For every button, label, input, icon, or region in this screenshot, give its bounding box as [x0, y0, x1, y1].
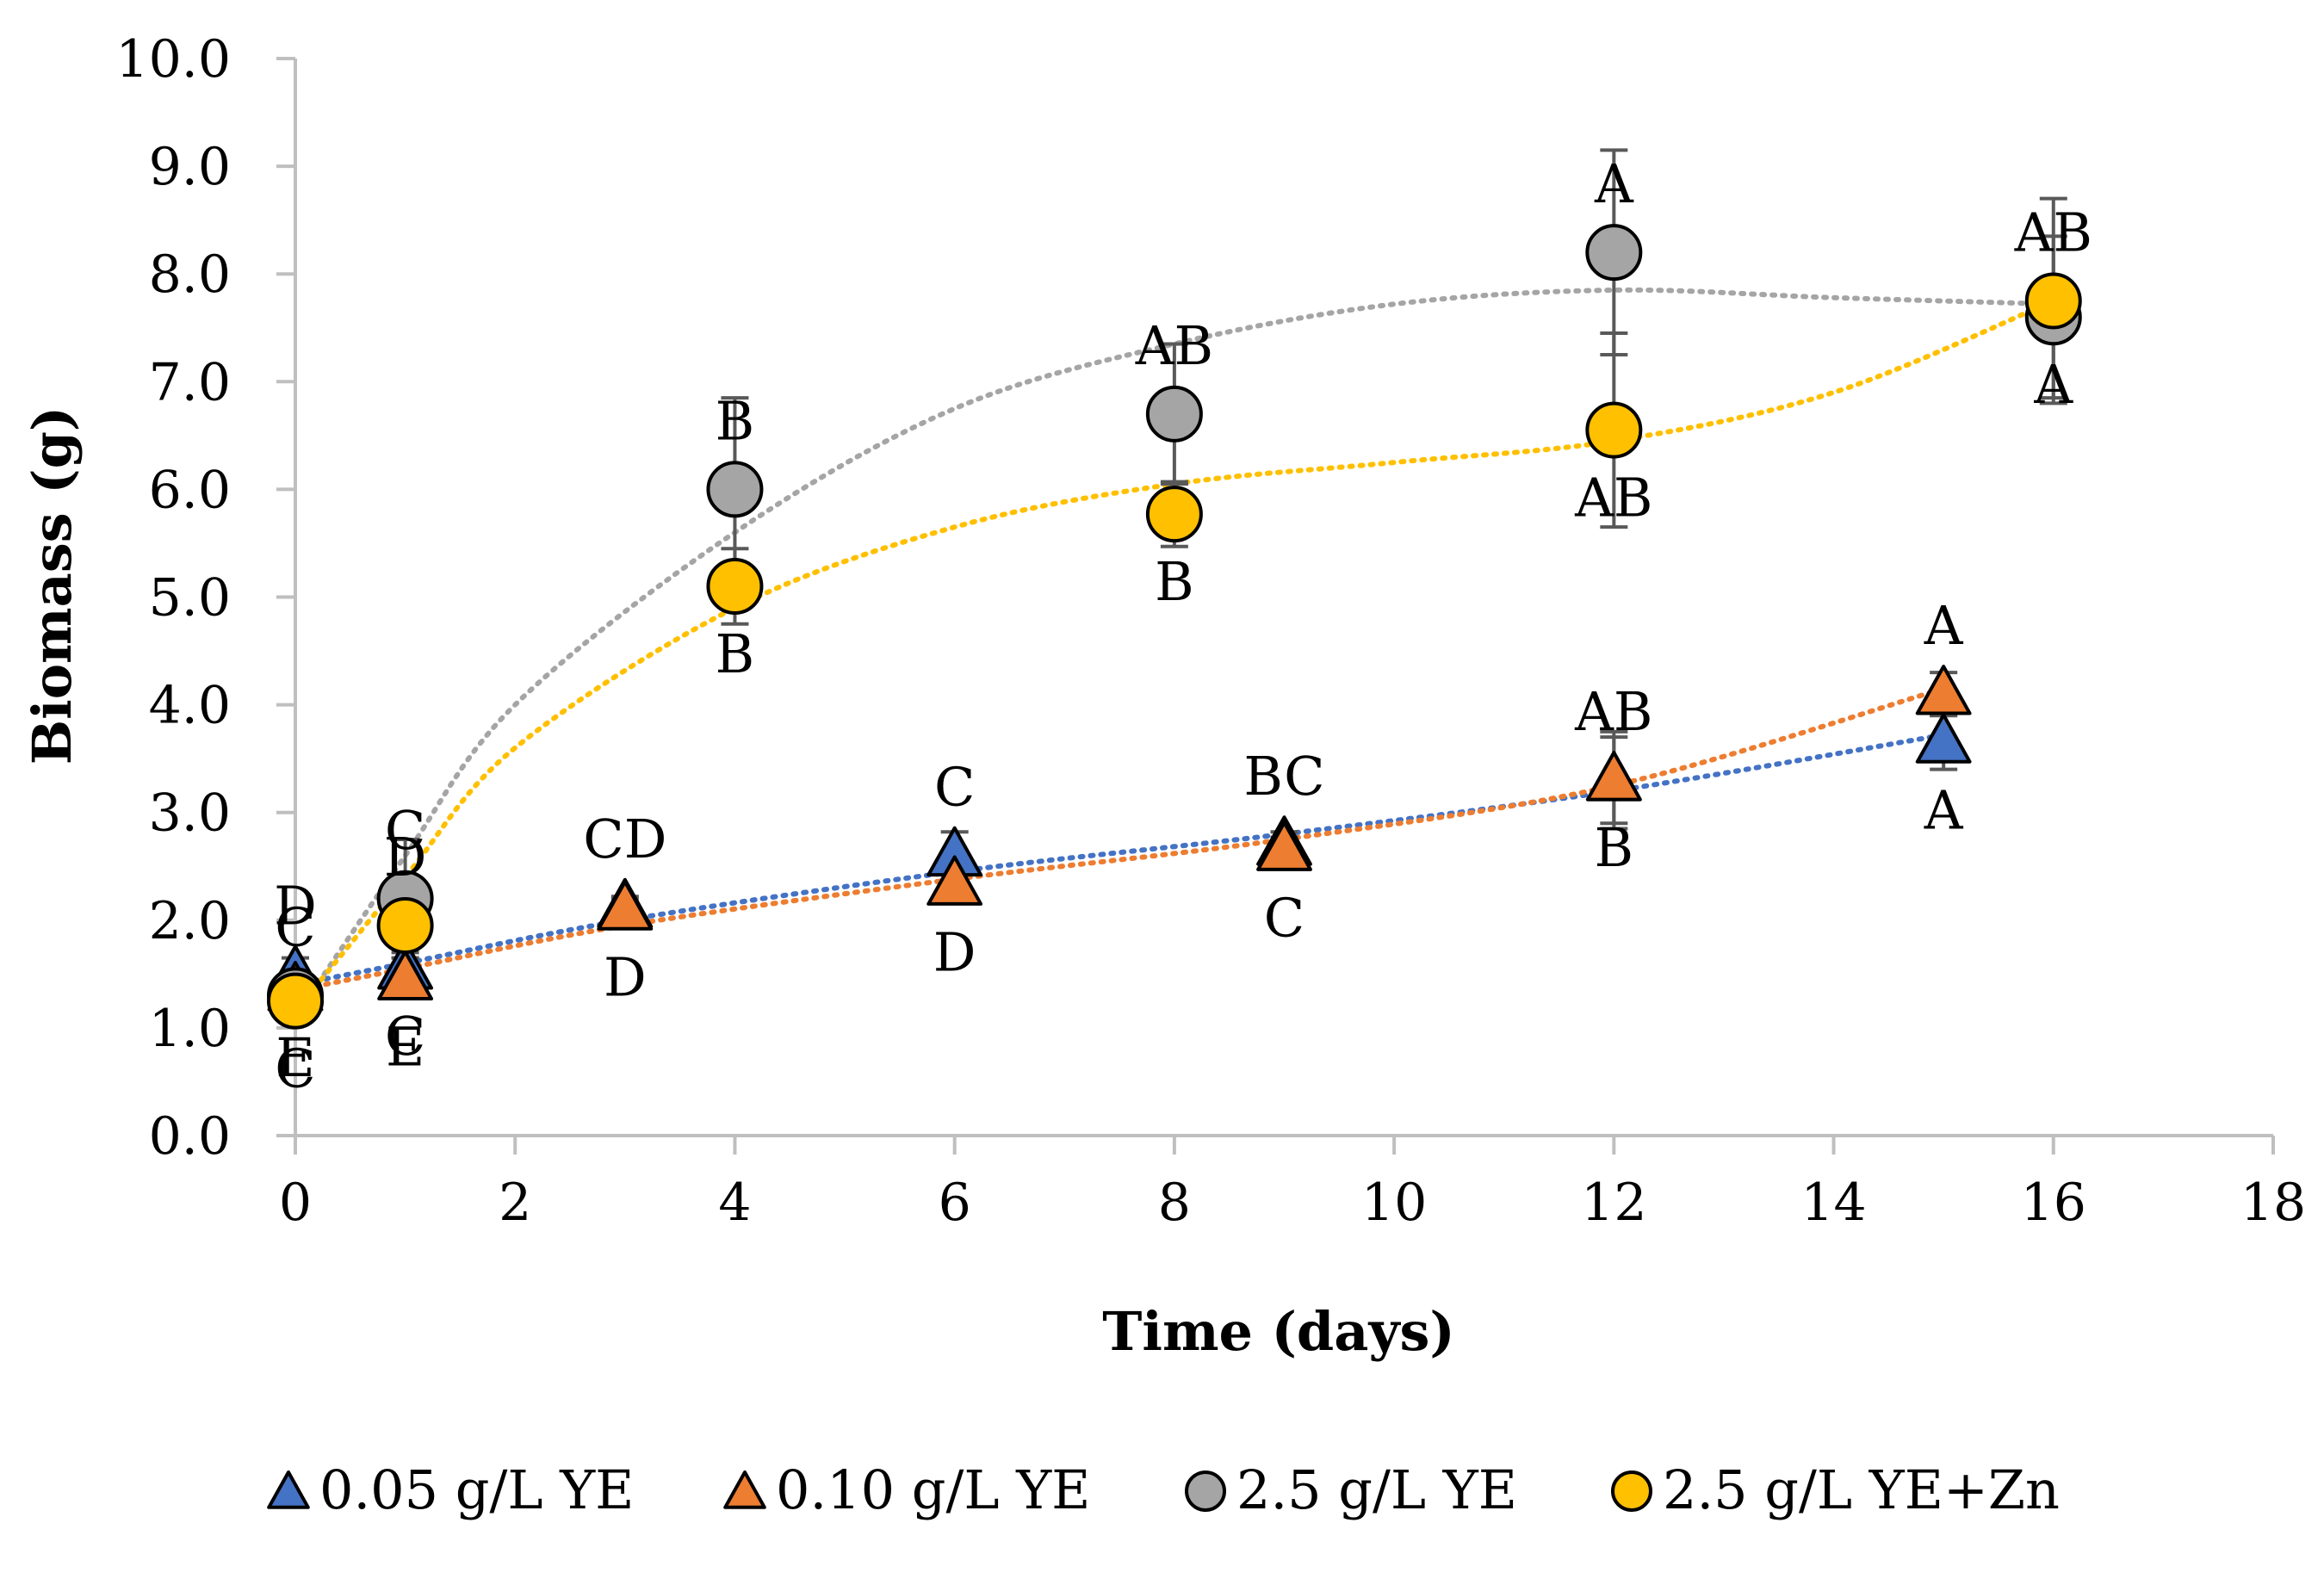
0-05-g-l-ye-letter: A	[1924, 778, 1964, 841]
2-5-g-l-ye-letter: A	[2033, 353, 2073, 416]
0-10-g-l-ye-point	[1256, 820, 1312, 871]
2-5-g-l-ye-zn-letter: B	[1155, 550, 1194, 613]
x-tick-label: 0	[279, 1173, 312, 1233]
x-tick-label: 4	[718, 1173, 751, 1233]
legend-swatch	[267, 1470, 310, 1509]
0-05-g-l-ye-letter: CD	[583, 808, 666, 870]
legend-label: 2.5 g/L YE	[1236, 1458, 1517, 1521]
0-10-g-l-ye-letter: D	[933, 921, 976, 984]
x-tick-label: 12	[1581, 1173, 1646, 1233]
0-05-g-l-ye-letter: BC	[1243, 745, 1324, 808]
legend-item-0-05-g-l-ye: 0.05 g/L YE	[267, 1458, 634, 1521]
y-tick-label: 2.0	[149, 891, 231, 951]
2-5-g-l-ye-zn-letter: AB	[1574, 467, 1652, 529]
legend-swatch	[723, 1470, 766, 1509]
2-5-g-l-ye-zn-point	[1585, 401, 1643, 459]
legend: 0.05 g/L YE 0.10 g/L YE 2.5 g/L YE 2.5 g/L …	[267, 1458, 2060, 1521]
0-05-g-l-ye-letter: C	[934, 756, 975, 819]
legend-label: 0.10 g/L YE	[776, 1458, 1090, 1521]
y-tick-label: 5.0	[149, 568, 231, 628]
0-10-g-l-ye-point	[927, 855, 983, 906]
2-5-g-l-ye-letter: A	[1594, 152, 1634, 215]
y-tick-label: 10.0	[115, 29, 231, 90]
0-10-g-l-ye-point	[1585, 751, 1642, 802]
2-5-g-l-ye-point	[706, 461, 764, 518]
x-tick-label: 10	[1361, 1173, 1427, 1233]
x-axis-title: Time (days)	[1102, 1300, 1454, 1363]
y-tick-label: 1.0	[149, 999, 231, 1059]
y-tick-label: 9.0	[149, 137, 231, 197]
0-05-g-l-ye-letter: AB	[1574, 680, 1652, 743]
0-05-g-l-ye-point	[1915, 713, 1972, 764]
data-markers	[267, 224, 2082, 1030]
2-5-g-l-ye-zn-letter: B	[716, 622, 755, 685]
y-tick-label: 7.0	[149, 352, 231, 412]
0-10-g-l-ye-letter: A	[1924, 594, 1964, 657]
y-ticks: 0.0 1.0 2.0 3.0 4.0 5.0 6.0 7.0 8.0 9.0 10.0	[115, 29, 295, 1167]
x-ticks: 0 2 4 6 8 10 12 14 16 18	[279, 1136, 2306, 1233]
2-5-g-l-ye-letter: C	[275, 895, 315, 958]
legend-label: 0.05 g/L YE	[319, 1458, 634, 1521]
2-5-g-l-ye-zn-point	[267, 972, 324, 1030]
y-tick-label: 3.0	[149, 783, 231, 844]
2-5-g-l-ye-zn-point	[706, 557, 764, 615]
legend-swatch	[1611, 1470, 1652, 1512]
y-tick-label: 6.0	[149, 460, 231, 520]
0-10-g-l-ye-point	[377, 950, 434, 1001]
0-05-g-l-ye-letter: C	[385, 1005, 425, 1068]
x-tick-label: 2	[499, 1173, 531, 1233]
axes: 0 2 4 6 8 10 12 14 16 18 0.0 1.0 2.0 3.0 4.0 5.0 6.0 7.0…	[115, 29, 2306, 1233]
0-05-g-l-ye-letter: D	[274, 874, 317, 937]
y-tick-label: 0.0	[149, 1106, 231, 1167]
0-10-g-l-ye-point	[597, 880, 654, 931]
x-tick-label: 14	[1800, 1173, 1866, 1233]
x-tick-label: 16	[2021, 1173, 2086, 1233]
0-10-g-l-ye-letter: E	[276, 1026, 314, 1089]
2-5-g-l-ye-zn-letter: AB	[2014, 201, 2092, 263]
2-5-g-l-ye-zn-trendline	[293, 298, 2056, 1015]
0-10-g-l-ye-trendline	[293, 685, 1947, 994]
legend-label: 2.5 g/L YE+Zn	[1663, 1458, 2060, 1521]
2-5-g-l-ye-point	[1145, 385, 1203, 443]
legend-item-0-10-g-l-ye: 0.10 g/L YE	[723, 1458, 1090, 1521]
0-10-g-l-ye-letter: D	[604, 945, 647, 1008]
2-5-g-l-ye-point	[1585, 224, 1643, 282]
y-tick-label: 8.0	[149, 245, 231, 305]
0-10-g-l-ye-letter: C	[1264, 886, 1305, 949]
0-10-g-l-ye-point	[1915, 665, 1972, 715]
2-5-g-l-ye-letter: B	[716, 389, 755, 452]
x-tick-label: 18	[2240, 1173, 2306, 1233]
y-axis-title: Biomass (g)	[21, 406, 84, 765]
legend-swatch	[1185, 1470, 1226, 1512]
x-tick-label: 8	[1158, 1173, 1191, 1233]
0-10-g-l-ye-letter: B	[1595, 816, 1634, 879]
2-5-g-l-ye-zn-letter: C	[275, 1037, 315, 1100]
2-5-g-l-ye-zn-point	[1145, 486, 1203, 543]
2-5-g-l-ye-zn-letter: D	[384, 826, 427, 888]
2-5-g-l-ye-zn-point	[2024, 272, 2082, 330]
2-5-g-l-ye-letter: C	[385, 799, 425, 862]
2-5-g-l-ye-zn-point	[376, 897, 434, 955]
y-tick-label: 4.0	[149, 676, 231, 736]
2-5-g-l-ye-letter: AB	[1135, 314, 1213, 377]
2-5-g-l-ye-trendline	[293, 287, 2056, 1020]
x-tick-label: 6	[939, 1173, 971, 1233]
legend-item-2-5-g-l-ye-zn: 2.5 g/L YE+Zn	[1611, 1458, 2060, 1521]
0-10-g-l-ye-letter: E	[386, 1016, 425, 1079]
legend-item-2-5-g-l-ye: 2.5 g/L YE	[1185, 1458, 1517, 1521]
